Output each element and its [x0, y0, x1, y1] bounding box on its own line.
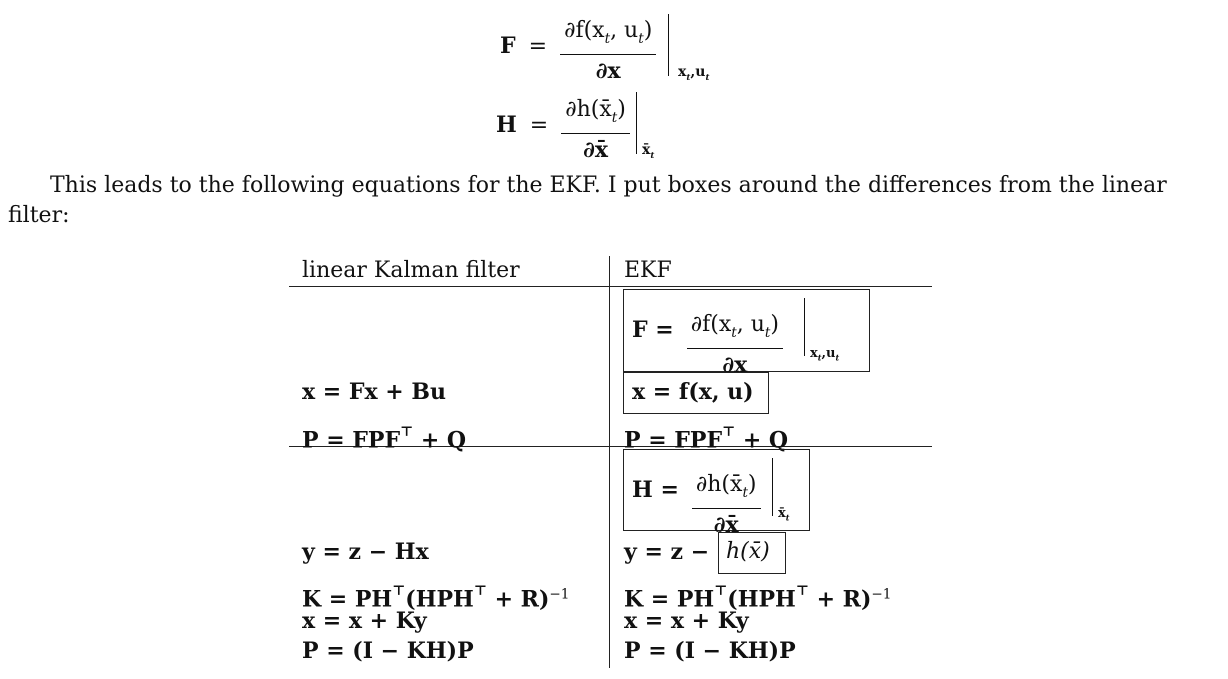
ekf-P-update: P = (I − KH)P: [624, 638, 796, 664]
ekf-H-num-close: ): [747, 472, 757, 497]
ekf-F-numerator: ∂f(xt, ut): [687, 312, 783, 348]
ekf-H-equation: H = ∂h(x̄t) ∂x̄: [632, 458, 761, 538]
linear-K-part1: K = PH: [302, 586, 393, 613]
H-eval-subscript: x̄t: [642, 142, 654, 161]
ekf-F-eval-x: x: [810, 346, 818, 361]
linear-K-transpose1: ⊤: [392, 583, 406, 599]
equation-F-definition: F = ∂f(xt, ut) ∂x: [500, 14, 657, 84]
linear-K-part2: (HPH: [405, 586, 474, 613]
F-eval-u: ,u: [690, 64, 706, 80]
ekf-F-eval-sub1: t: [817, 352, 822, 363]
F-num-part2: , u: [610, 18, 639, 43]
H-eval-sub: t: [650, 150, 655, 161]
ekf-K-transpose2: ⊤: [795, 583, 809, 599]
H-denominator: ∂x̄: [561, 133, 630, 163]
H-num-part1: ∂h(x̄: [565, 97, 612, 122]
H-numerator: ∂h(x̄t): [561, 97, 630, 133]
ekf-h-of-xbar: h(x̄): [726, 539, 770, 564]
header-ekf: EKF: [624, 258, 672, 283]
H-fraction: ∂h(x̄t) ∂x̄: [561, 97, 630, 163]
box-F-jacobian: [623, 289, 870, 372]
table-mid-rule: [289, 446, 932, 448]
ekf-F-lhs: F =: [632, 317, 674, 344]
ekf-K-gain: K = PH⊤(HPH⊤ + R)−1: [624, 578, 891, 613]
ekf-F-num-part2: , u: [736, 312, 765, 337]
H-symbol: H: [496, 112, 517, 139]
ekf-F-num-sub2: t: [764, 325, 771, 342]
ekf-H-lhs: H =: [632, 477, 679, 504]
ekf-H-denominator: ∂x̄: [691, 508, 761, 538]
linear-P-transpose: ⊤: [400, 424, 414, 440]
ekf-H-numerator: ∂h(x̄t): [692, 472, 761, 508]
linear-K-inverse: −1: [549, 586, 570, 603]
ekf-K-inverse: −1: [871, 586, 892, 603]
H-eval-x: x̄: [642, 142, 651, 158]
H-num-sub: t: [611, 110, 618, 127]
F-eval-sub2: t: [705, 72, 710, 83]
ekf-x-update: x = x + Ky: [624, 608, 749, 634]
F-num-close: ): [643, 18, 653, 43]
linear-P-part2: + Q: [413, 427, 467, 454]
equation-H-definition: H = ∂h(x̄t) ∂x̄: [496, 93, 630, 163]
linear-x-predict: x = Fx + Bu: [302, 379, 446, 405]
box-h-nonlinear: [718, 532, 786, 574]
ekf-F-num-close: ): [770, 312, 779, 337]
ekf-F-equation: F = ∂f(xt, ut) ∂x: [632, 298, 783, 378]
F-symbol: F: [500, 33, 516, 60]
linear-K-gain: K = PH⊤(HPH⊤ + R)−1: [302, 578, 569, 613]
ekf-F-eval-subscript: xt,ut: [810, 346, 839, 363]
ekf-H-eval-x: x̄: [778, 506, 786, 521]
F-eval-sub1: t: [686, 72, 691, 83]
ekf-K-part1: K = PH: [624, 586, 715, 613]
header-linear-kalman: linear Kalman filter: [302, 258, 520, 283]
table-header-rule: [289, 286, 932, 288]
equals-sign: =: [528, 34, 548, 60]
F-numerator: ∂f(xt, ut): [560, 18, 656, 54]
F-num-part1: ∂f(x: [564, 18, 605, 43]
ekf-F-eval-sub2: t: [835, 352, 840, 363]
equals-sign: =: [529, 113, 549, 139]
F-denominator: ∂x: [560, 54, 657, 84]
ekf-F-eval-u: ,u: [821, 346, 836, 361]
linear-P-predict: P = FPF⊤ + Q: [302, 419, 466, 454]
F-eval-x: x: [678, 64, 687, 80]
ekf-H-num-sub: t: [742, 485, 748, 502]
ekf-F-eval-bar: [804, 298, 806, 356]
linear-P-update: P = (I − KH)P: [302, 638, 474, 664]
ekf-H-fraction: ∂h(x̄t) ∂x̄: [691, 472, 761, 538]
ekf-K-part3: + R): [808, 586, 872, 613]
ekf-H-eval-subscript: x̄t: [778, 506, 789, 523]
linear-K-transpose2: ⊤: [473, 583, 487, 599]
ekf-x-predict: x = f(x, u): [632, 379, 754, 405]
F-num-sub2: t: [638, 31, 644, 48]
F-eval-subscript: xt,ut: [678, 64, 709, 83]
paragraph-line-1: This leads to the following equations fo…: [50, 173, 1167, 198]
box-x-nonlinear: [623, 372, 769, 414]
ekf-K-transpose1: ⊤: [714, 583, 728, 599]
ekf-F-fraction: ∂f(xt, ut) ∂x: [686, 312, 783, 378]
ekf-y-residual: y = z −: [624, 539, 710, 565]
F-eval-bar: [668, 14, 670, 76]
ekf-H-eval-sub: t: [785, 512, 790, 523]
F-fraction: ∂f(xt, ut) ∂x: [560, 18, 657, 84]
box-H-jacobian: [623, 449, 810, 531]
F-num-sub1: t: [604, 31, 611, 48]
H-num-close: ): [617, 97, 626, 122]
ekf-H-num-part1: ∂h(x̄: [695, 472, 743, 497]
paragraph-line-2: filter:: [8, 203, 70, 228]
ekf-K-part2: (HPH: [727, 586, 796, 613]
ekf-H-eval-bar: [772, 458, 774, 516]
ekf-F-denominator: ∂x: [686, 348, 783, 378]
ekf-F-num-sub1: t: [731, 325, 737, 342]
H-eval-bar: [636, 92, 638, 154]
table-vertical-rule: [609, 256, 611, 668]
linear-y-residual: y = z − Hx: [302, 539, 429, 565]
ekf-P-transpose: ⊤: [722, 424, 736, 440]
linear-P-part1: P = FPF: [302, 427, 401, 454]
ekf-F-num-part1: ∂f(x: [690, 312, 732, 337]
linear-K-part3: + R): [486, 586, 550, 613]
linear-x-update: x = x + Ky: [302, 608, 427, 634]
